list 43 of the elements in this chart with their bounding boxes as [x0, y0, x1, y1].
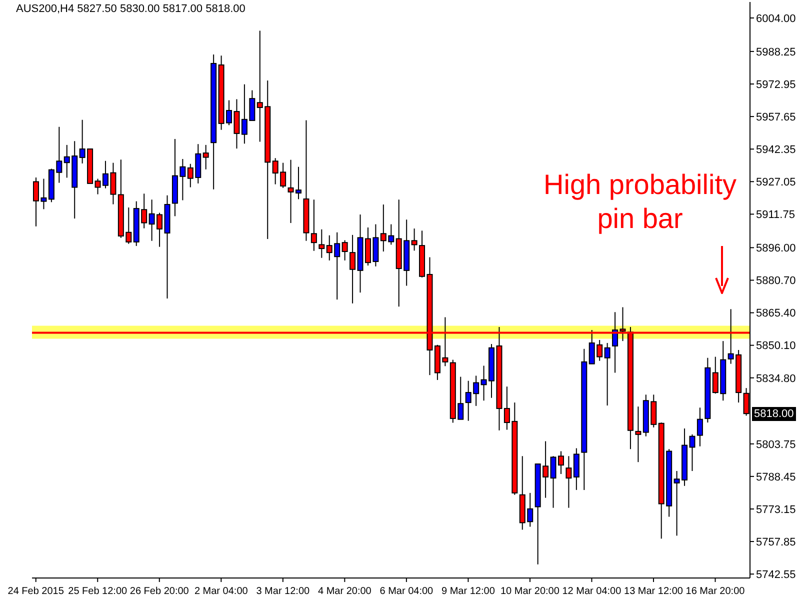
candlestick: [604, 342, 610, 406]
candlestick: [411, 228, 418, 252]
x-tick-label: 26 Feb 20:00: [130, 586, 190, 597]
annotation: 5818.00: [752, 406, 796, 421]
chart-title: AUS200,H4 5827.50 5830.00 5817.00 5818.00: [16, 3, 246, 15]
candlestick: [635, 406, 642, 463]
candlestick: [318, 228, 325, 258]
x-tick-label: 6 Mar 04:00: [380, 586, 434, 597]
y-tick-label: 5757.85: [756, 536, 796, 548]
x-tick-label: 25 Feb 12:00: [68, 586, 128, 597]
candlestick: [310, 199, 317, 252]
x-tick-label: 2 Mar 04:00: [194, 586, 248, 597]
y-tick-label: 5942.35: [756, 144, 796, 156]
y-tick-label: 5988.25: [756, 46, 796, 58]
y-tick-label: 5865.40: [756, 308, 796, 320]
y-tick-label: 5742.55: [756, 568, 796, 581]
y-tick-label: 5957.65: [756, 111, 796, 124]
y-tick-label: 5896.00: [756, 242, 796, 255]
y-tick-label: 5803.75: [756, 438, 796, 451]
y-tick-label: 5773.15: [756, 504, 796, 516]
y-tick-label: 5788.45: [756, 471, 796, 484]
candlestick: [566, 456, 572, 508]
candlestick: [573, 448, 580, 490]
candlestick: [696, 407, 703, 447]
candlestick: [342, 240, 348, 261]
x-tick-label: 9 Mar 12:00: [442, 586, 496, 597]
y-tick-label: 5927.05: [756, 176, 796, 189]
x-tick-label: 3 Mar 12:00: [256, 586, 310, 597]
x-tick-label: 13 Mar 12:00: [624, 586, 684, 597]
x-tick-label: 24 Feb 2015: [8, 586, 64, 597]
y-tick-label: 5850.10: [756, 340, 796, 352]
x-tick-label: 10 Mar 20:00: [500, 586, 560, 597]
x-tick-label: 12 Mar 04:00: [562, 586, 622, 597]
y-tick-label: 5834.80: [756, 372, 796, 385]
y-tick-label: 5911.75: [756, 209, 795, 222]
y-tick-label: 6004.00: [756, 12, 796, 25]
candlestick: [350, 234, 356, 304]
y-tick-label: 5972.95: [756, 78, 796, 91]
x-tick-label: 16 Mar 20:00: [686, 586, 746, 597]
annotation: High probability pin bar: [542, 168, 738, 236]
y-tick-label: 5880.70: [756, 275, 796, 288]
x-tick-label: 4 Mar 20:00: [318, 586, 372, 597]
candlestick: [202, 144, 209, 170]
